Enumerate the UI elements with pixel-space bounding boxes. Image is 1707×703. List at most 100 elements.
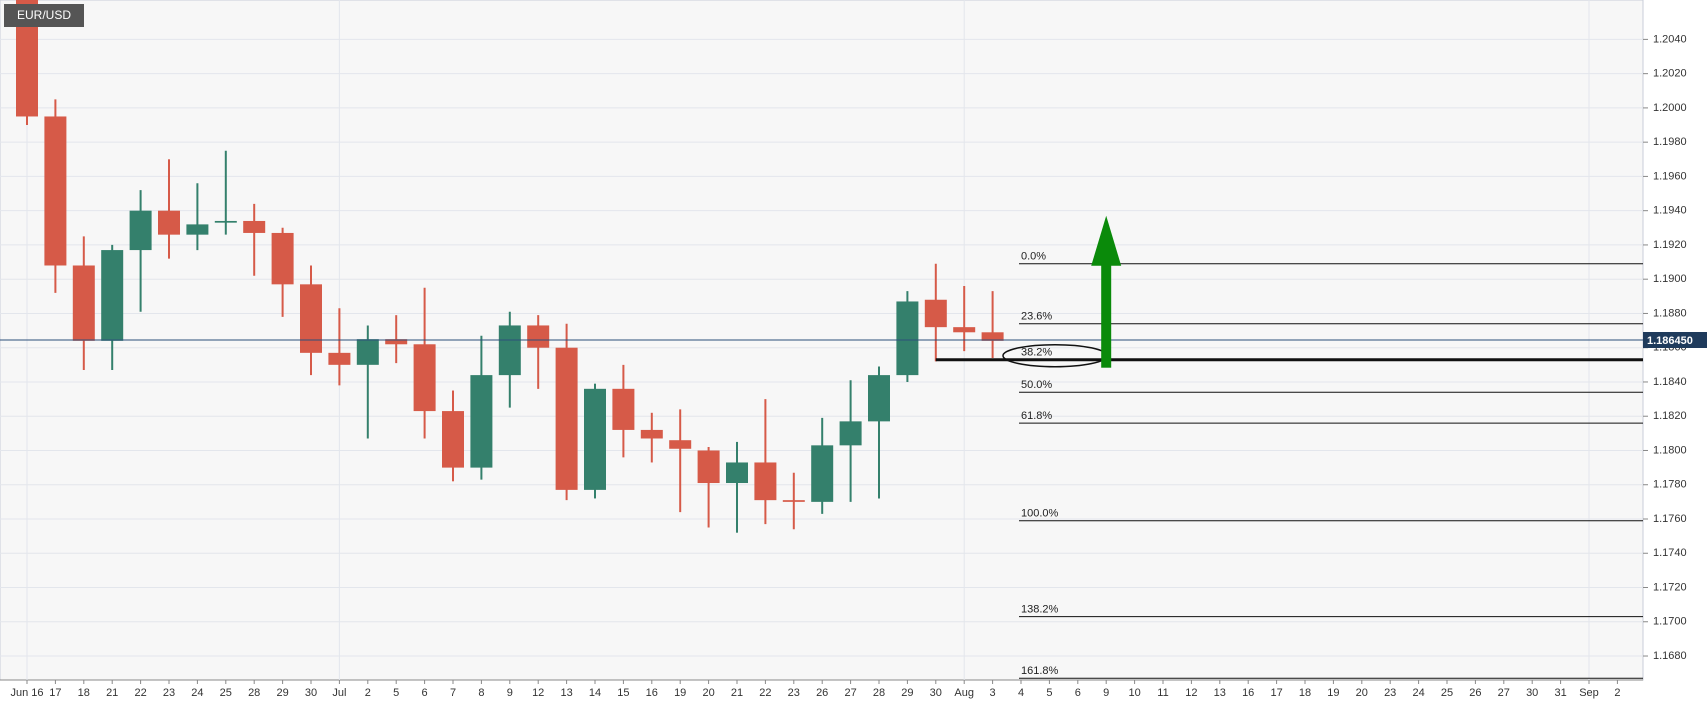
x-tick-label: 17 — [49, 687, 61, 699]
candle-body — [782, 500, 805, 502]
x-tick-label: 18 — [78, 687, 90, 699]
x-tick-label: 6 — [1075, 687, 1081, 699]
candle-body — [669, 440, 692, 449]
y-tick-label: 1.1840 — [1653, 376, 1687, 388]
y-tick-label: 1.1800 — [1653, 444, 1687, 456]
candle-body — [356, 339, 379, 365]
candle-body — [470, 375, 493, 468]
candle-body — [498, 325, 521, 376]
y-tick-label: 1.1780 — [1653, 479, 1687, 491]
x-tick-label: 23 — [163, 687, 175, 699]
arrow-shaft — [1101, 263, 1112, 368]
candle-body — [214, 220, 237, 223]
x-tick-label: 14 — [589, 687, 601, 699]
candle-body — [101, 250, 124, 341]
x-tick-label: 30 — [305, 687, 317, 699]
x-tick-label: 7 — [450, 687, 456, 699]
x-tick-label: 16 — [1242, 687, 1254, 699]
fib-label: 100.0% — [1021, 508, 1059, 520]
last-price-box — [1643, 332, 1707, 348]
candle-body — [72, 265, 95, 341]
x-tick-label: 5 — [393, 687, 399, 699]
candle-body — [385, 339, 408, 345]
candle-body — [186, 224, 209, 235]
x-tick-label: 3 — [990, 687, 996, 699]
y-tick-label: 1.2040 — [1653, 33, 1687, 45]
x-tick-label: 20 — [1356, 687, 1368, 699]
x-tick-label: Aug — [954, 687, 974, 699]
x-tick-label: 26 — [1469, 687, 1481, 699]
x-tick-label: 13 — [560, 687, 572, 699]
y-tick-label: 1.1900 — [1653, 273, 1687, 285]
candle-body — [839, 421, 862, 446]
x-tick-label: 5 — [1046, 687, 1052, 699]
y-tick-label: 1.1760 — [1653, 513, 1687, 525]
x-tick-label: 24 — [1412, 687, 1424, 699]
marks — [16, 0, 1004, 533]
x-tick-label: 23 — [1384, 687, 1396, 699]
x-tick-label: 13 — [1214, 687, 1226, 699]
x-tick-label: 2 — [1614, 687, 1620, 699]
x-tick-label: Sep — [1579, 687, 1599, 699]
y-tick-label: 1.1700 — [1653, 616, 1687, 628]
candle-body — [243, 220, 266, 233]
x-tick-label: 16 — [646, 687, 658, 699]
x-tick-label: Jun 16 — [10, 687, 43, 699]
y-tick-label: 1.1960 — [1653, 170, 1687, 182]
x-tick-label: 21 — [731, 687, 743, 699]
x-tick-label: 31 — [1554, 687, 1566, 699]
candle-body — [129, 210, 152, 251]
y-tick-label: 1.1740 — [1653, 547, 1687, 559]
candle-body — [44, 116, 67, 266]
candle-body — [811, 445, 834, 502]
x-tick-label: 12 — [1185, 687, 1197, 699]
candle-body — [442, 411, 464, 468]
fib-label: 38.2% — [1021, 347, 1052, 359]
candle-body — [16, 0, 38, 117]
fib-label: 138.2% — [1021, 604, 1059, 616]
x-tick-label: 30 — [930, 687, 942, 699]
x-tick-label: 28 — [873, 687, 885, 699]
candle-body — [271, 232, 294, 285]
candle-body — [640, 429, 663, 439]
fib-label: 0.0% — [1021, 251, 1046, 263]
x-tick-label: 23 — [788, 687, 800, 699]
x-tick-label: 27 — [1498, 687, 1510, 699]
chart-title: EUR/USD — [17, 8, 71, 22]
candle-body — [697, 450, 720, 484]
last-price-label: 1.186450 — [1647, 335, 1693, 347]
x-tick-label: 28 — [248, 687, 260, 699]
x-tick-label: 9 — [1103, 687, 1109, 699]
y-tick-label: 1.2000 — [1653, 102, 1687, 114]
x-tick-label: 19 — [1327, 687, 1339, 699]
candle-body — [612, 388, 635, 430]
x-tick-label: 24 — [191, 687, 203, 699]
x-tick-label: 6 — [422, 687, 428, 699]
x-tick-label: 25 — [1441, 687, 1453, 699]
x-tick-label: 25 — [220, 687, 232, 699]
y-tick-label: 1.1980 — [1653, 136, 1687, 148]
candle-body — [981, 332, 1004, 341]
x-tick-label: 19 — [674, 687, 686, 699]
candle-body — [413, 344, 436, 412]
x-tick-label: 29 — [276, 687, 288, 699]
candle-body — [868, 375, 890, 422]
x-tick-label: 8 — [478, 687, 484, 699]
fib-label: 161.8% — [1021, 665, 1059, 677]
x-tick-label: 15 — [617, 687, 629, 699]
x-tick-label: 10 — [1128, 687, 1140, 699]
fib-label: 61.8% — [1021, 410, 1052, 422]
y-tick-label: 1.1820 — [1653, 410, 1687, 422]
y-tick-label: 1.2020 — [1653, 68, 1687, 80]
x-tick-label: 22 — [134, 687, 146, 699]
y-tick-label: 1.1880 — [1653, 307, 1687, 319]
x-tick-label: 9 — [507, 687, 513, 699]
x-tick-label: 29 — [901, 687, 913, 699]
y-tick-label: 1.1720 — [1653, 581, 1687, 593]
x-tick-label: 12 — [532, 687, 544, 699]
candle-body — [158, 210, 180, 235]
x-tick-label: 11 — [1157, 687, 1168, 699]
x-tick-label: 2 — [365, 687, 371, 699]
candle-body — [754, 462, 777, 501]
